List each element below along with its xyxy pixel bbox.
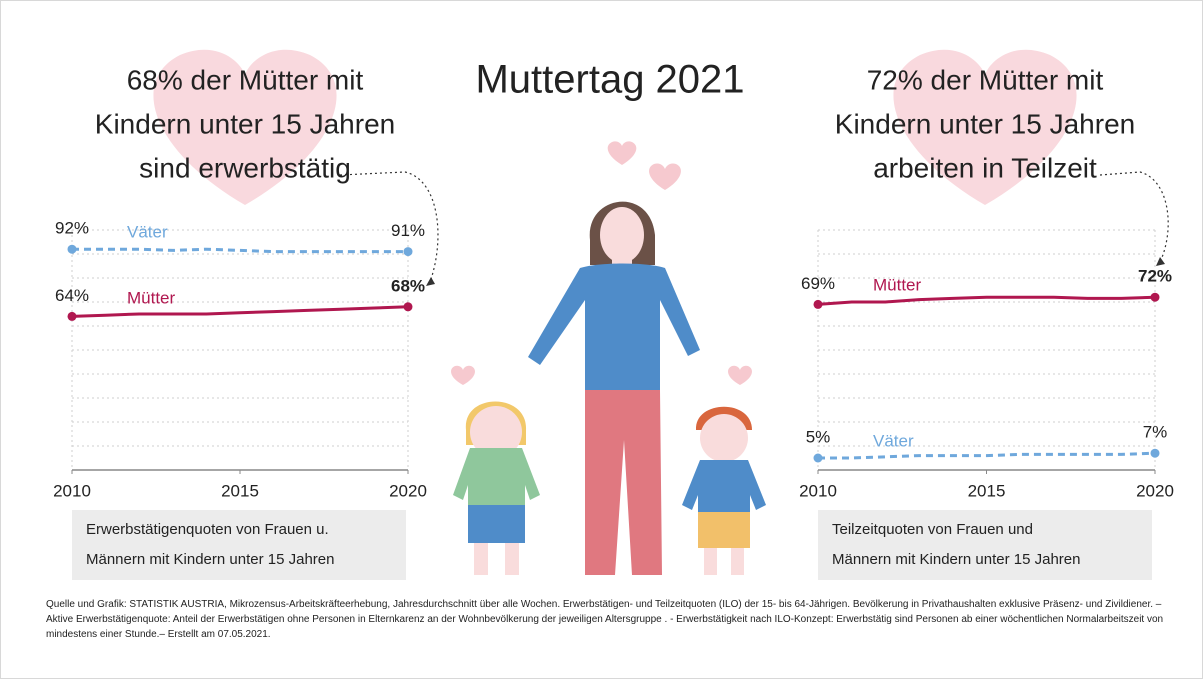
annotation-arrow	[1100, 172, 1168, 262]
data-line	[818, 453, 1155, 458]
heart	[649, 163, 681, 190]
data-point	[68, 245, 77, 254]
data-line	[818, 297, 1155, 304]
boy-illustration	[682, 407, 766, 575]
data-point	[1151, 293, 1160, 302]
value-label: 7%	[1143, 423, 1168, 442]
value-label: 64%	[55, 286, 89, 305]
heart	[728, 366, 752, 385]
value-label: 69%	[801, 274, 835, 293]
arrow-head	[426, 277, 435, 286]
value-label: 92%	[55, 219, 89, 238]
caption: Männern mit Kindern unter 15 Jahren	[832, 551, 1080, 568]
infographic: Muttertag 2021 2010 2015 2020 64% 68% Mütter 9…	[0, 0, 1203, 679]
heart	[608, 141, 637, 165]
value-label: 5%	[806, 427, 831, 446]
footer-note: Quelle und Grafik: STATISTIK AUSTRIA, Mi…	[46, 597, 1166, 642]
annotation: Kindern unter 15 Jahren	[95, 108, 395, 139]
data-point	[814, 454, 823, 463]
annotation: arbeiten in Teilzeit	[873, 152, 1097, 183]
annotation: Kindern unter 15 Jahren	[835, 108, 1135, 139]
girl-illustration	[453, 402, 540, 576]
series-label: Väter	[127, 223, 168, 242]
x-tick-label: 2015	[221, 481, 259, 500]
x-tick-label: 2020	[1136, 481, 1174, 500]
mother-illustration	[528, 202, 700, 575]
series-label: Väter	[873, 431, 914, 450]
data-point	[404, 247, 413, 256]
annotation: 68% der Mütter mit	[127, 64, 364, 95]
annotation: 72% der Mütter mit	[867, 64, 1104, 95]
page-title: Muttertag 2021	[475, 58, 744, 102]
x-tick-label: 2010	[53, 481, 91, 500]
annotation: sind erwerbstätig	[139, 152, 351, 183]
caption: Erwerbstätigenquoten von Frauen u.	[86, 521, 329, 538]
data-point	[404, 302, 413, 311]
x-tick-label: 2015	[968, 481, 1006, 500]
arrow-head	[1156, 257, 1165, 266]
series-label: Mütter	[873, 275, 922, 294]
value-label: 68%	[391, 276, 425, 295]
heart	[451, 366, 475, 385]
caption: Teilzeitquoten von Frauen und	[832, 521, 1033, 538]
data-point	[1151, 449, 1160, 458]
value-label: 91%	[391, 221, 425, 240]
data-line	[72, 249, 408, 251]
data-point	[68, 312, 77, 321]
x-tick-label: 2010	[799, 481, 837, 500]
value-label: 72%	[1138, 267, 1172, 286]
series-label: Mütter	[127, 289, 176, 308]
x-tick-label: 2020	[389, 481, 427, 500]
page: Muttertag 2021 2010 2015 2020 64% 68% Mütter 9…	[0, 0, 1203, 679]
data-point	[814, 300, 823, 309]
data-line	[72, 307, 408, 317]
caption: Männern mit Kindern unter 15 Jahren	[86, 551, 334, 568]
